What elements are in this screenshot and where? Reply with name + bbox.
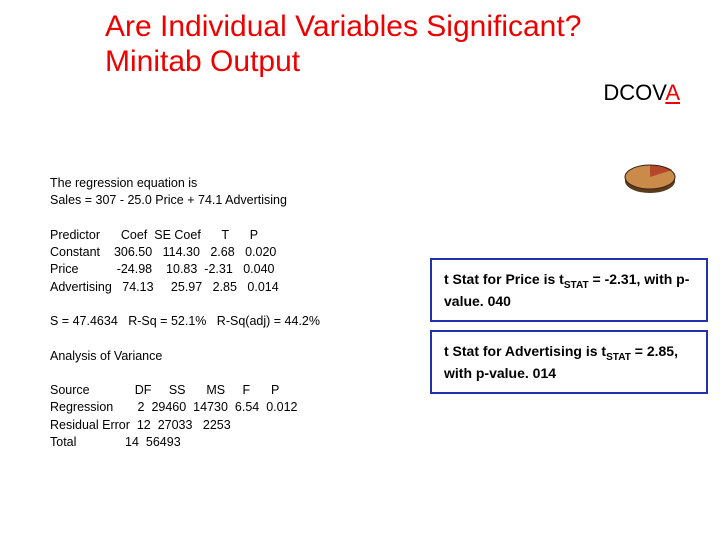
anova-row: Total <box>50 435 76 449</box>
dcova-prefix: DCOV <box>603 80 665 105</box>
anova-hdr-c4: MS <box>206 383 225 397</box>
anova-cell: 6.54 <box>235 400 259 414</box>
anova-heading: Analysis of Variance <box>50 349 162 363</box>
pred-cell: 0.040 <box>243 262 274 276</box>
pred-hdr-c4: T <box>221 228 228 242</box>
pred-cell: 10.83 <box>166 262 197 276</box>
anova-hdr-c3: SS <box>169 383 186 397</box>
annotation-advertising: t Stat for Advertising is tSTAT = 2.85, … <box>430 330 708 394</box>
anova-cell: 14 <box>125 435 139 449</box>
annot2-pre: t Stat for Advertising is t <box>444 343 606 359</box>
pred-cell: 74.13 <box>122 280 153 294</box>
page-title: Are Individual Variables Significant? Mi… <box>105 10 605 79</box>
pred-cell: 2.68 <box>210 245 234 259</box>
pred-row: Constant <box>50 245 100 259</box>
anova-cell: 29460 <box>151 400 186 414</box>
anova-row: Residual Error <box>50 418 130 432</box>
pred-cell: 0.020 <box>245 245 276 259</box>
anova-cell: 12 <box>137 418 151 432</box>
pred-hdr-c5: P <box>250 228 258 242</box>
pred-cell: 114.30 <box>163 245 200 259</box>
anova-hdr-c2: DF <box>135 383 152 397</box>
dcova-label: DCOVA <box>603 80 680 106</box>
anova-cell: 2253 <box>203 418 231 432</box>
stat-rsq: 52.1% <box>171 314 206 328</box>
dcova-a: A <box>665 80 680 105</box>
pred-cell: 0.014 <box>247 280 278 294</box>
anova-row: Regression <box>50 400 113 414</box>
pred-cell: -2.31 <box>204 262 233 276</box>
stat-rsqadj: 44.2% <box>285 314 320 328</box>
pred-row: Price <box>50 262 78 276</box>
minitab-output: The regression equation is Sales = 307 -… <box>50 175 320 451</box>
pred-cell: 25.97 <box>171 280 202 294</box>
anova-cell: 2 <box>138 400 145 414</box>
pred-cell: -24.98 <box>117 262 152 276</box>
pred-row: Advertising <box>50 280 112 294</box>
regression-eq: Sales = 307 - 25.0 Price + 74.1 Advertis… <box>50 193 287 207</box>
anova-hdr-c5: F <box>242 383 250 397</box>
annot1-sub: STAT <box>564 280 589 291</box>
annot1-pre: t Stat for Price is t <box>444 271 564 287</box>
pred-hdr-c2: Coef <box>121 228 147 242</box>
pie-icon <box>622 155 678 195</box>
anova-hdr-c1: Source <box>50 383 90 397</box>
pred-hdr-c1: Predictor <box>50 228 100 242</box>
regression-eq-heading: The regression equation is <box>50 176 197 190</box>
pred-cell: 306.50 <box>114 245 152 259</box>
anova-cell: 0.012 <box>266 400 297 414</box>
anova-cell: 56493 <box>146 435 181 449</box>
annotation-price: t Stat for Price is tSTAT = -2.31, with … <box>430 258 708 322</box>
annot2-sub: STAT <box>606 352 631 363</box>
stat-s: 47.4634 <box>73 314 118 328</box>
pred-hdr-c3: SE Coef <box>154 228 201 242</box>
anova-hdr-c6: P <box>271 383 279 397</box>
anova-cell: 14730 <box>193 400 228 414</box>
anova-cell: 27033 <box>158 418 193 432</box>
pred-cell: 2.85 <box>213 280 237 294</box>
